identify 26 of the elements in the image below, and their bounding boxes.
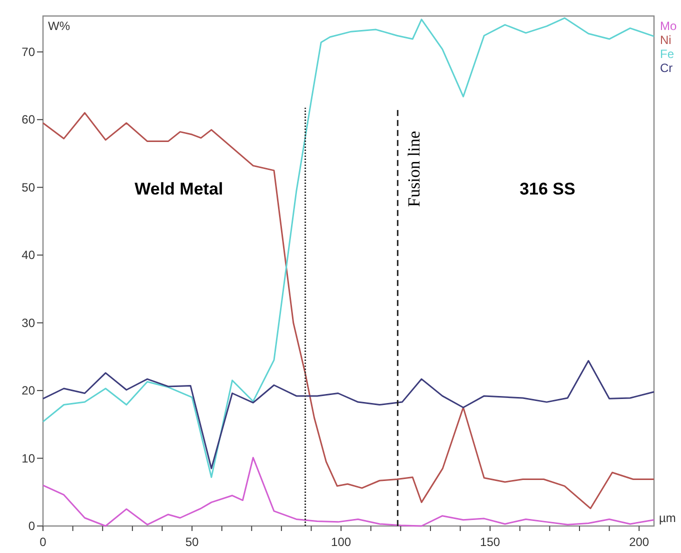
text: Mo (660, 19, 677, 33)
annotation: 316 SS (520, 180, 576, 198)
y-tick-label: 20 (22, 384, 36, 398)
y-tick-label: 0 (28, 519, 36, 533)
x-tick-label: 50 (185, 535, 200, 549)
line-series (42, 360, 655, 470)
y-tick-label: 10 (22, 451, 36, 466)
series-label: Fe (660, 47, 674, 61)
x-axis-title: µm (659, 511, 676, 525)
line-series (42, 112, 655, 510)
y-tick-label: 60 (22, 112, 36, 127)
line-series (42, 456, 655, 527)
x-tick-label: 200 (629, 535, 650, 549)
text: Ni (660, 33, 672, 47)
text: Cr (660, 61, 673, 75)
x-tick-label: 150 (480, 535, 500, 549)
y-axis-title: W% (48, 19, 70, 33)
y-tick-label: 50 (22, 180, 36, 194)
annotation: Weld Metal (134, 180, 224, 198)
ref-line-label: Fusion line (404, 130, 424, 208)
y-tick-label: 30 (22, 316, 36, 330)
x-tick-label: 100 (331, 535, 352, 549)
line-series (42, 17, 655, 478)
x-tick-label: 0 (40, 535, 47, 549)
y-tick-label: 70 (22, 44, 36, 59)
y-tick-label: 40 (22, 248, 36, 262)
